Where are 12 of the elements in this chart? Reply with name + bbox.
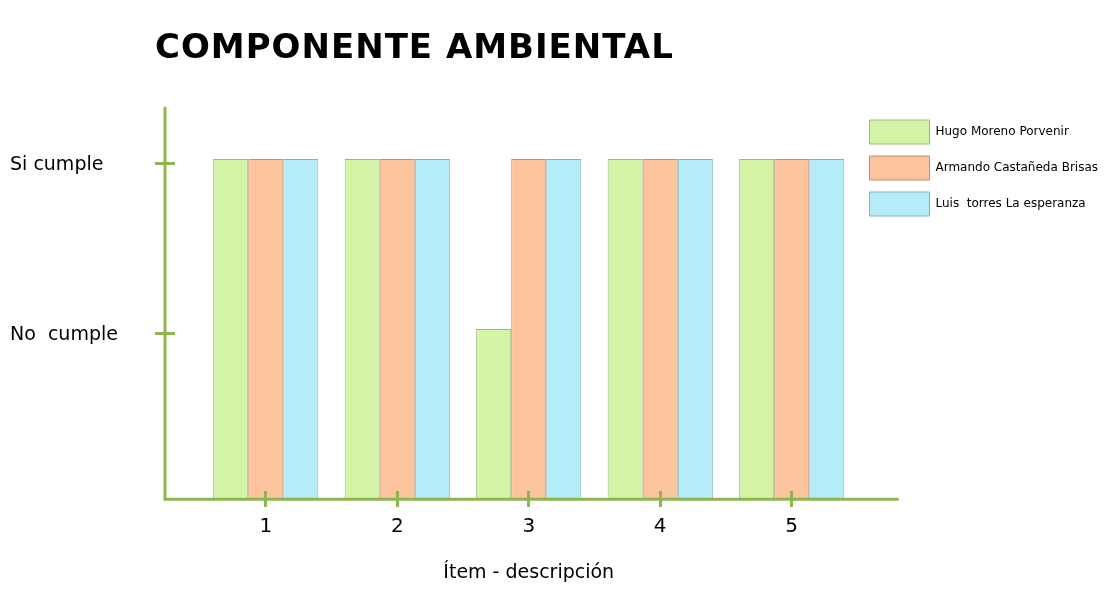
text: No cumple <box>10 322 118 344</box>
chart-title: COMPONENTE AMBIENTAL <box>155 26 674 66</box>
x-axis-title: Ítem - descripción <box>443 559 615 582</box>
x-tick-label: 1 <box>259 513 273 538</box>
legend-label: Hugo Moreno Porvenir <box>935 124 1069 139</box>
x-tick-label: 3 <box>522 513 536 538</box>
legend-label: Luis torres La esperanza <box>935 196 1086 211</box>
x-tick-label: 4 <box>653 513 667 538</box>
legend-label: Armando Castañeda Brisas <box>935 160 1098 175</box>
x-tick-label: 5 <box>785 513 799 538</box>
text: Si cumple <box>10 152 104 174</box>
x-tick-label: 2 <box>390 513 404 538</box>
